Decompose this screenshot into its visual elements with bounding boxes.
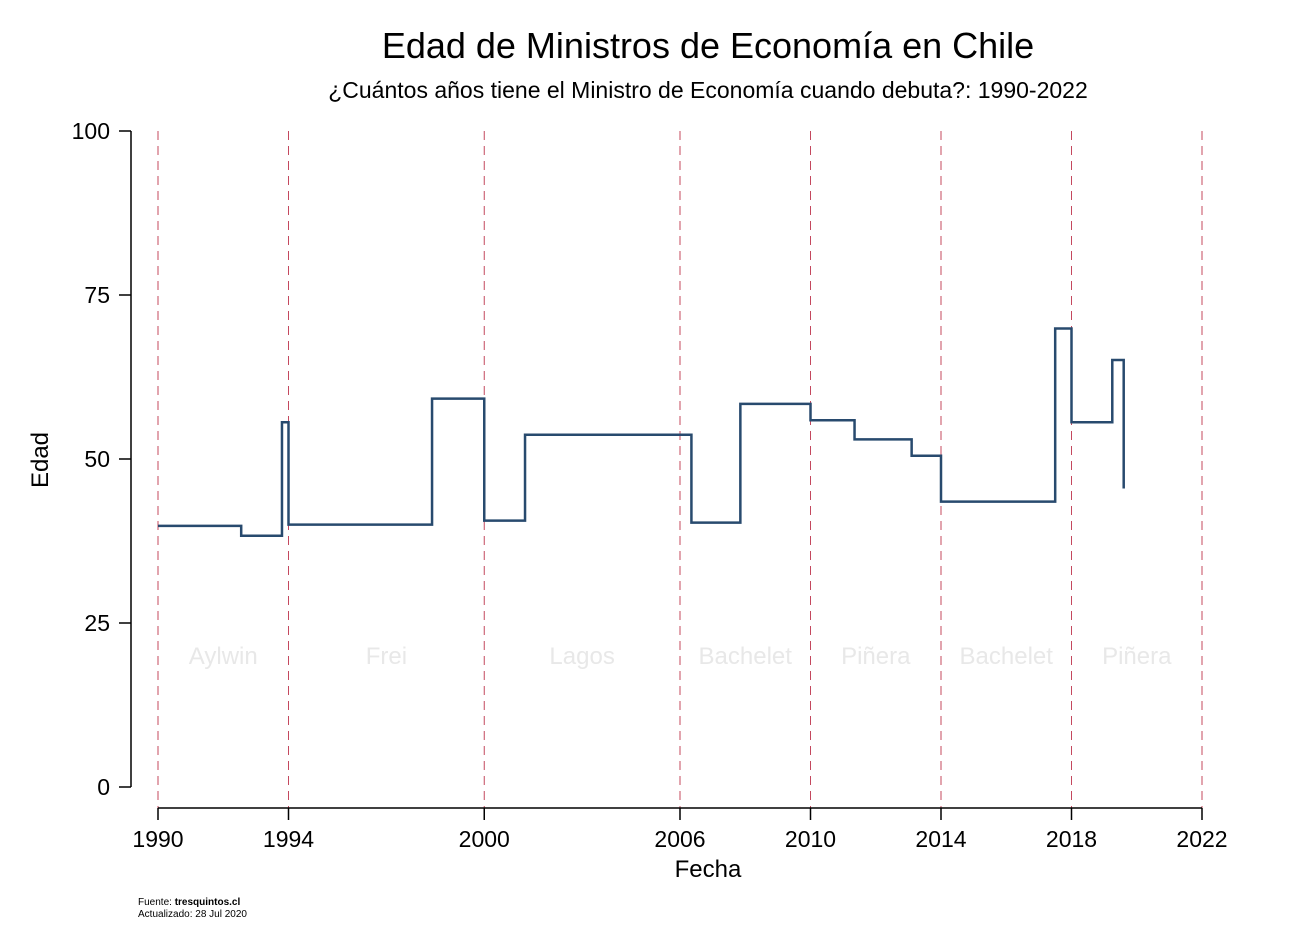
footer: Fuente: tresquintos.cl Actualizado: 28 J… bbox=[138, 897, 247, 921]
chart-title: Edad de Ministros de Economía en Chile bbox=[382, 25, 1034, 66]
era-label-5: Bachelet bbox=[960, 643, 1054, 670]
x-tick-label-2010: 2010 bbox=[785, 826, 836, 852]
y-tick-label-50: 50 bbox=[84, 446, 110, 472]
footer-updated: Actualizado: 28 Jul 2020 bbox=[138, 909, 247, 920]
era-label-1: Frei bbox=[366, 643, 407, 670]
y-tick-label-100: 100 bbox=[72, 118, 110, 144]
x-tick-label-1994: 1994 bbox=[263, 826, 314, 852]
footer-source: Fuente: tresquintos.cl bbox=[138, 897, 247, 909]
x-tick-label-2000: 2000 bbox=[459, 826, 510, 852]
x-tick-label-2018: 2018 bbox=[1046, 826, 1097, 852]
x-axis-ticks: 1990 1994 2000 2006 2010 2014 2018 2022 bbox=[132, 808, 1228, 852]
era-label-0: Aylwin bbox=[189, 643, 258, 670]
footer-source-value: tresquintos.cl bbox=[174, 897, 241, 908]
era-label-4: Piñera bbox=[841, 643, 911, 670]
y-axis-ticks: 0 25 50 75 100 bbox=[72, 118, 131, 800]
x-axis-label: Fecha bbox=[675, 856, 742, 883]
x-tick-label-2014: 2014 bbox=[915, 826, 966, 852]
era-label-6: Piñera bbox=[1102, 643, 1172, 670]
era-label-2: Lagos bbox=[549, 643, 614, 670]
series-line bbox=[158, 327, 1125, 538]
y-axis-label: Edad bbox=[27, 432, 54, 488]
x-tick-label-2022: 2022 bbox=[1176, 826, 1227, 852]
era-labels: Aylwin Frei Lagos Bachelet Piñera Bachelet Piñ… bbox=[189, 643, 1172, 670]
y-tick-label-0: 0 bbox=[97, 774, 110, 800]
x-tick-label-1990: 1990 bbox=[132, 826, 183, 852]
y-tick-label-75: 75 bbox=[84, 282, 110, 308]
chart-subtitle: ¿Cuántos años tiene el Ministro de Econo… bbox=[328, 77, 1088, 103]
x-tick-label-2006: 2006 bbox=[654, 826, 705, 852]
footer-source-label: Fuente: bbox=[138, 897, 175, 908]
reference-lines bbox=[157, 131, 1203, 808]
y-tick-label-25: 25 bbox=[84, 610, 110, 636]
era-label-3: Bachelet bbox=[699, 643, 793, 670]
